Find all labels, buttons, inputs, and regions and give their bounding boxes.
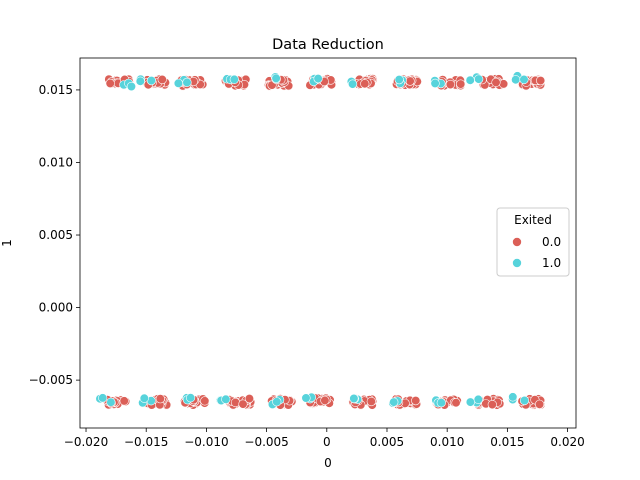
- data-point: [238, 399, 248, 409]
- data-point: [119, 396, 129, 406]
- legend-label-0: 0.0: [542, 235, 561, 249]
- points-layer: [95, 71, 546, 410]
- y-axis: −0.005 0.000 0.005 0.010 0.015: [29, 83, 80, 387]
- data-point: [451, 398, 461, 408]
- data-point: [511, 75, 521, 85]
- data-point: [146, 75, 156, 86]
- data-point: [106, 397, 116, 407]
- data-point: [487, 400, 497, 410]
- x-tick-label: −0.005: [244, 435, 288, 449]
- x-axis-title: 0: [324, 456, 332, 470]
- data-point: [313, 73, 323, 84]
- x-axis: −0.020 −0.015 −0.010 −0.005 0 0.005 0.010 0.015…: [64, 428, 585, 449]
- plot-background: [80, 58, 576, 428]
- data-point: [182, 77, 192, 87]
- data-point: [445, 79, 456, 90]
- x-tick-label: 0.020: [550, 435, 584, 449]
- data-point: [394, 74, 404, 85]
- data-point: [157, 74, 167, 85]
- data-point: [272, 397, 282, 407]
- data-point: [126, 81, 136, 92]
- data-point: [244, 394, 254, 404]
- data-point: [271, 73, 281, 83]
- legend-marker-1: [512, 258, 522, 268]
- legend: Exited 0.0 1.0: [496, 207, 570, 277]
- data-point: [301, 393, 311, 403]
- x-tick-label: −0.020: [64, 435, 108, 449]
- data-point: [135, 76, 145, 86]
- data-point: [535, 75, 546, 86]
- data-point: [366, 396, 376, 407]
- y-tick-label: 0.005: [39, 228, 73, 242]
- x-tick-label: 0.010: [430, 435, 464, 449]
- x-tick-label: 0: [323, 435, 331, 449]
- data-point: [456, 79, 466, 89]
- data-point: [389, 397, 399, 407]
- plot-frame: [79, 57, 577, 429]
- data-point: [173, 78, 183, 88]
- data-point: [230, 397, 241, 408]
- y-axis-title: 1: [0, 239, 14, 247]
- x-tick-label: 0.005: [370, 435, 404, 449]
- y-tick-label: 0.010: [39, 155, 73, 169]
- data-point: [320, 395, 330, 406]
- data-point: [229, 74, 239, 84]
- data-point: [98, 393, 108, 403]
- data-point: [430, 78, 440, 88]
- data-point: [473, 394, 483, 405]
- data-point: [508, 392, 518, 402]
- data-point: [411, 396, 421, 406]
- x-tick-label: 0.015: [490, 435, 524, 449]
- data-point: [499, 79, 509, 89]
- data-point: [436, 398, 446, 408]
- legend-title: Exited: [514, 213, 552, 227]
- data-point: [349, 393, 359, 404]
- x-tick-label: −0.010: [184, 435, 228, 449]
- data-point: [474, 74, 484, 84]
- legend-label-1: 1.0: [542, 256, 561, 270]
- data-point: [186, 393, 196, 403]
- data-point: [200, 396, 210, 406]
- data-point: [465, 75, 475, 85]
- y-tick-label: 0.015: [39, 83, 73, 97]
- data-point: [348, 79, 358, 89]
- data-point: [465, 397, 476, 407]
- data-point: [139, 393, 149, 403]
- data-point: [491, 77, 501, 87]
- chart-title: Data Reduction: [272, 37, 384, 53]
- x-tick-label: −0.015: [124, 435, 168, 449]
- data-point: [519, 74, 529, 85]
- legend-marker-0: [512, 237, 522, 247]
- y-tick-label: 0.000: [39, 301, 73, 315]
- data-point: [105, 78, 115, 88]
- data-point: [221, 394, 231, 404]
- data-point: [360, 79, 370, 89]
- data-point: [534, 399, 545, 409]
- data-point: [519, 395, 530, 406]
- y-tick-label: −0.005: [29, 373, 73, 387]
- data-point: [155, 394, 165, 404]
- data-point: [405, 76, 415, 86]
